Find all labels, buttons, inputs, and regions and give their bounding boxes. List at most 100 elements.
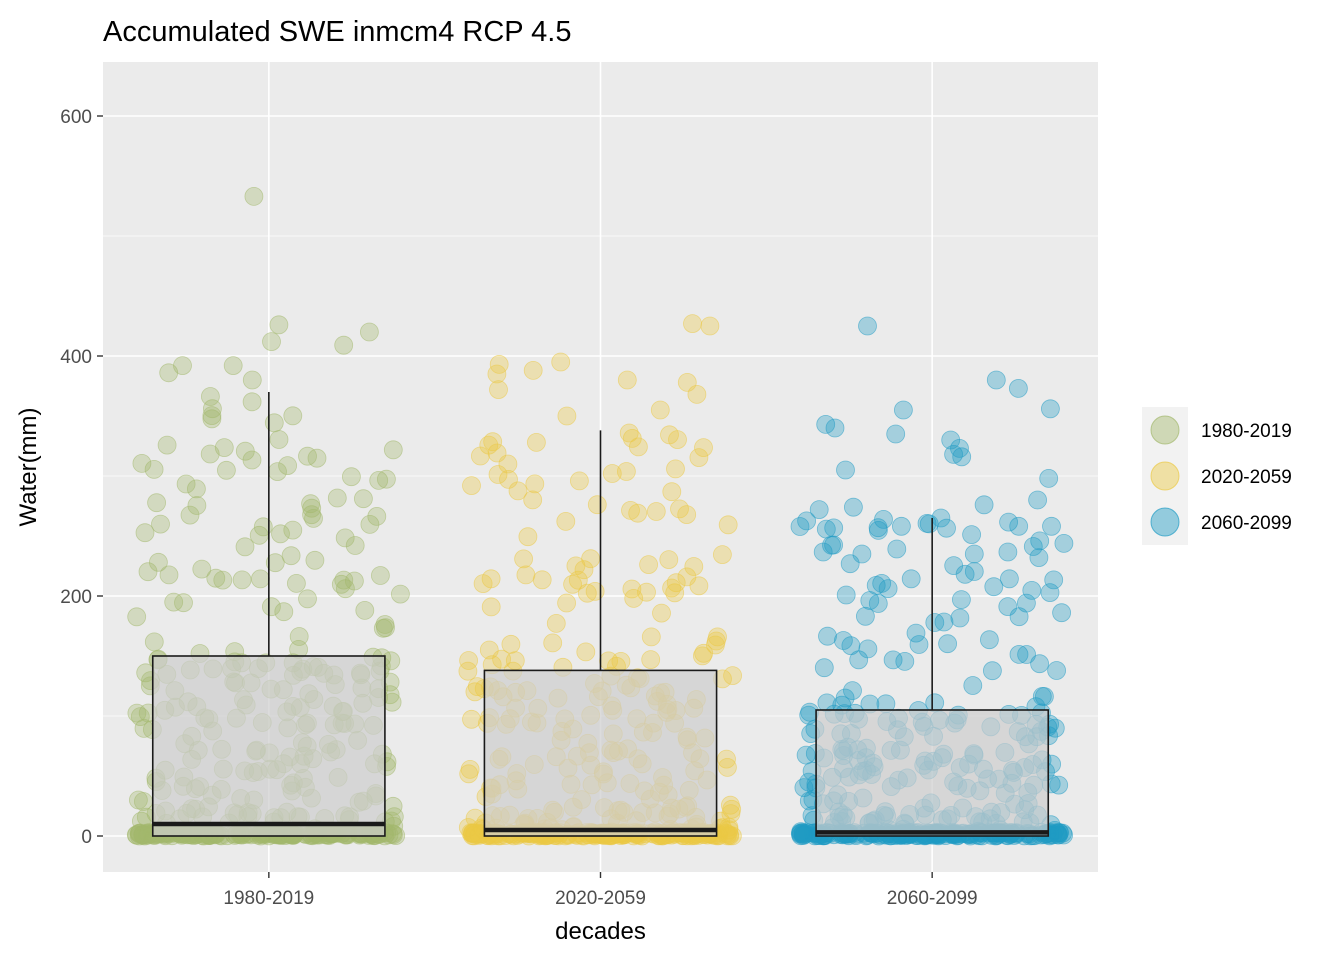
data-point — [962, 525, 981, 544]
data-point — [668, 430, 687, 450]
data-point — [180, 505, 200, 525]
data-point — [919, 514, 939, 534]
data-point — [187, 496, 207, 515]
data-point — [359, 322, 379, 342]
data-point — [708, 627, 727, 647]
data-point — [370, 566, 390, 585]
data-point — [271, 524, 290, 544]
y-axis-title: Water(mm) — [15, 407, 42, 526]
data-point — [1009, 516, 1029, 536]
data-point — [983, 661, 1002, 681]
data-point — [148, 552, 168, 572]
data-point — [844, 497, 863, 517]
data-point — [617, 462, 636, 481]
data-point — [283, 520, 303, 540]
data-point — [470, 446, 490, 466]
data-point — [841, 636, 861, 656]
boxplots — [151, 392, 1050, 837]
data-point — [302, 505, 322, 525]
data-point — [131, 811, 151, 831]
data-point — [799, 705, 819, 725]
data-point — [717, 749, 736, 769]
data-point — [360, 515, 380, 534]
data-point — [585, 582, 605, 601]
data-point — [483, 432, 503, 452]
data-point — [176, 474, 196, 494]
data-point — [799, 772, 819, 792]
data-point — [723, 666, 742, 685]
data-point — [602, 464, 622, 483]
data-point — [938, 634, 957, 654]
data-point — [622, 579, 642, 599]
data-point — [525, 474, 545, 494]
data-point — [659, 550, 679, 569]
data-point — [489, 354, 509, 374]
chart-title: Accumulated SWE inmcm4 RCP 4.5 — [103, 16, 571, 48]
data-point — [458, 661, 478, 681]
data-point — [629, 437, 648, 457]
data-point — [662, 482, 682, 502]
data-point — [906, 623, 926, 643]
data-point — [1039, 468, 1059, 488]
data-point — [1009, 378, 1028, 398]
data-point — [164, 592, 184, 612]
data-point — [286, 574, 306, 593]
y-tick-label: 600 — [60, 107, 92, 128]
data-point — [713, 545, 732, 564]
data-point — [147, 493, 167, 513]
data-point — [214, 438, 234, 458]
legend-key — [1150, 461, 1180, 491]
data-point — [334, 335, 354, 355]
data-point — [206, 568, 226, 588]
data-point — [963, 676, 983, 695]
data-point — [628, 503, 648, 523]
data-point — [706, 635, 725, 655]
data-point — [974, 495, 994, 515]
data-point — [825, 418, 845, 438]
data-point — [527, 432, 546, 452]
data-point — [278, 456, 298, 476]
data-point — [327, 488, 347, 508]
data-point — [694, 438, 713, 458]
data-point — [1035, 687, 1054, 706]
data-point — [489, 380, 508, 400]
data-point — [488, 465, 508, 484]
data-point — [223, 356, 243, 376]
y-axis: 0 200 400 600 — [60, 107, 103, 848]
data-point — [202, 406, 222, 426]
data-point — [836, 460, 855, 480]
data-point — [689, 448, 709, 468]
data-point — [462, 709, 481, 729]
data-point — [505, 651, 525, 671]
data-point — [814, 658, 834, 678]
data-point — [128, 790, 148, 810]
data-point — [383, 440, 403, 460]
legend-label: 2060-2099 — [1201, 513, 1292, 534]
data-point — [944, 556, 964, 575]
data-point — [192, 559, 212, 579]
data-point — [791, 822, 811, 841]
data-point — [1044, 570, 1064, 590]
data-point — [1000, 569, 1019, 589]
data-point — [543, 633, 563, 653]
data-point — [249, 525, 269, 545]
data-point — [458, 818, 478, 837]
data-point — [305, 550, 325, 570]
data-point — [523, 490, 543, 510]
data-point — [462, 476, 481, 496]
data-point — [646, 502, 666, 521]
data-point — [574, 560, 594, 580]
data-point — [159, 565, 179, 585]
data-point — [335, 528, 355, 548]
legend-label: 2020-2059 — [1201, 467, 1292, 488]
data-point — [138, 562, 158, 582]
data-point — [816, 414, 836, 434]
legend-key-background — [1142, 407, 1188, 545]
data-point — [872, 574, 892, 593]
x-tick-label: 2060-2099 — [887, 888, 978, 909]
data-point — [639, 555, 658, 574]
data-point — [242, 370, 262, 390]
data-point — [345, 536, 365, 555]
data-point — [551, 352, 571, 372]
